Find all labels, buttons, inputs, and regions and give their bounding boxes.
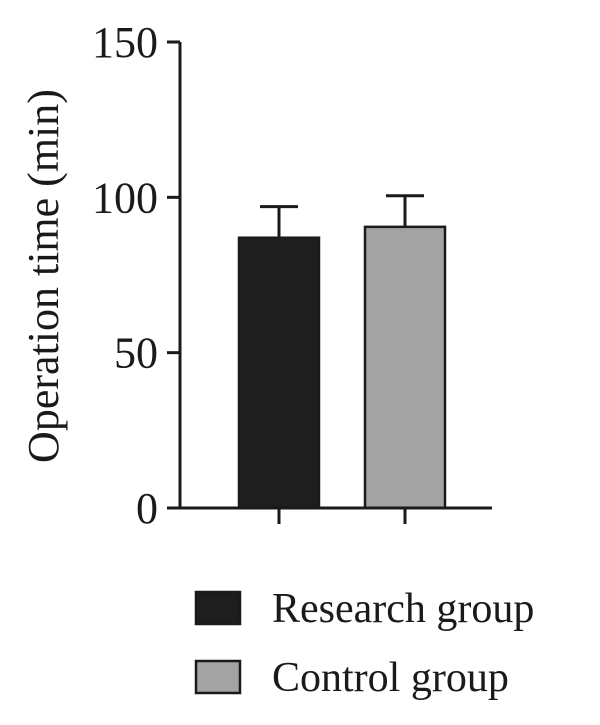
legend-label: Control group: [272, 655, 509, 701]
y-tick-label: 150: [92, 18, 158, 67]
x-axis: [180, 506, 492, 524]
legend-swatch: [194, 659, 242, 695]
y-tick-label: 50: [114, 329, 158, 378]
bar-research-group: [237, 236, 321, 510]
y-axis-title: Operation time (min): [19, 89, 68, 463]
bars: [237, 194, 447, 510]
legend: Research group Control group: [194, 586, 534, 701]
bar-control-group: [363, 225, 447, 510]
y-axis: 0 50 100 150: [92, 18, 182, 533]
y-tick-label: 100: [92, 173, 158, 222]
legend-swatch: [194, 590, 242, 626]
y-tick-label: 0: [136, 484, 158, 533]
legend-label: Research group: [272, 586, 534, 632]
